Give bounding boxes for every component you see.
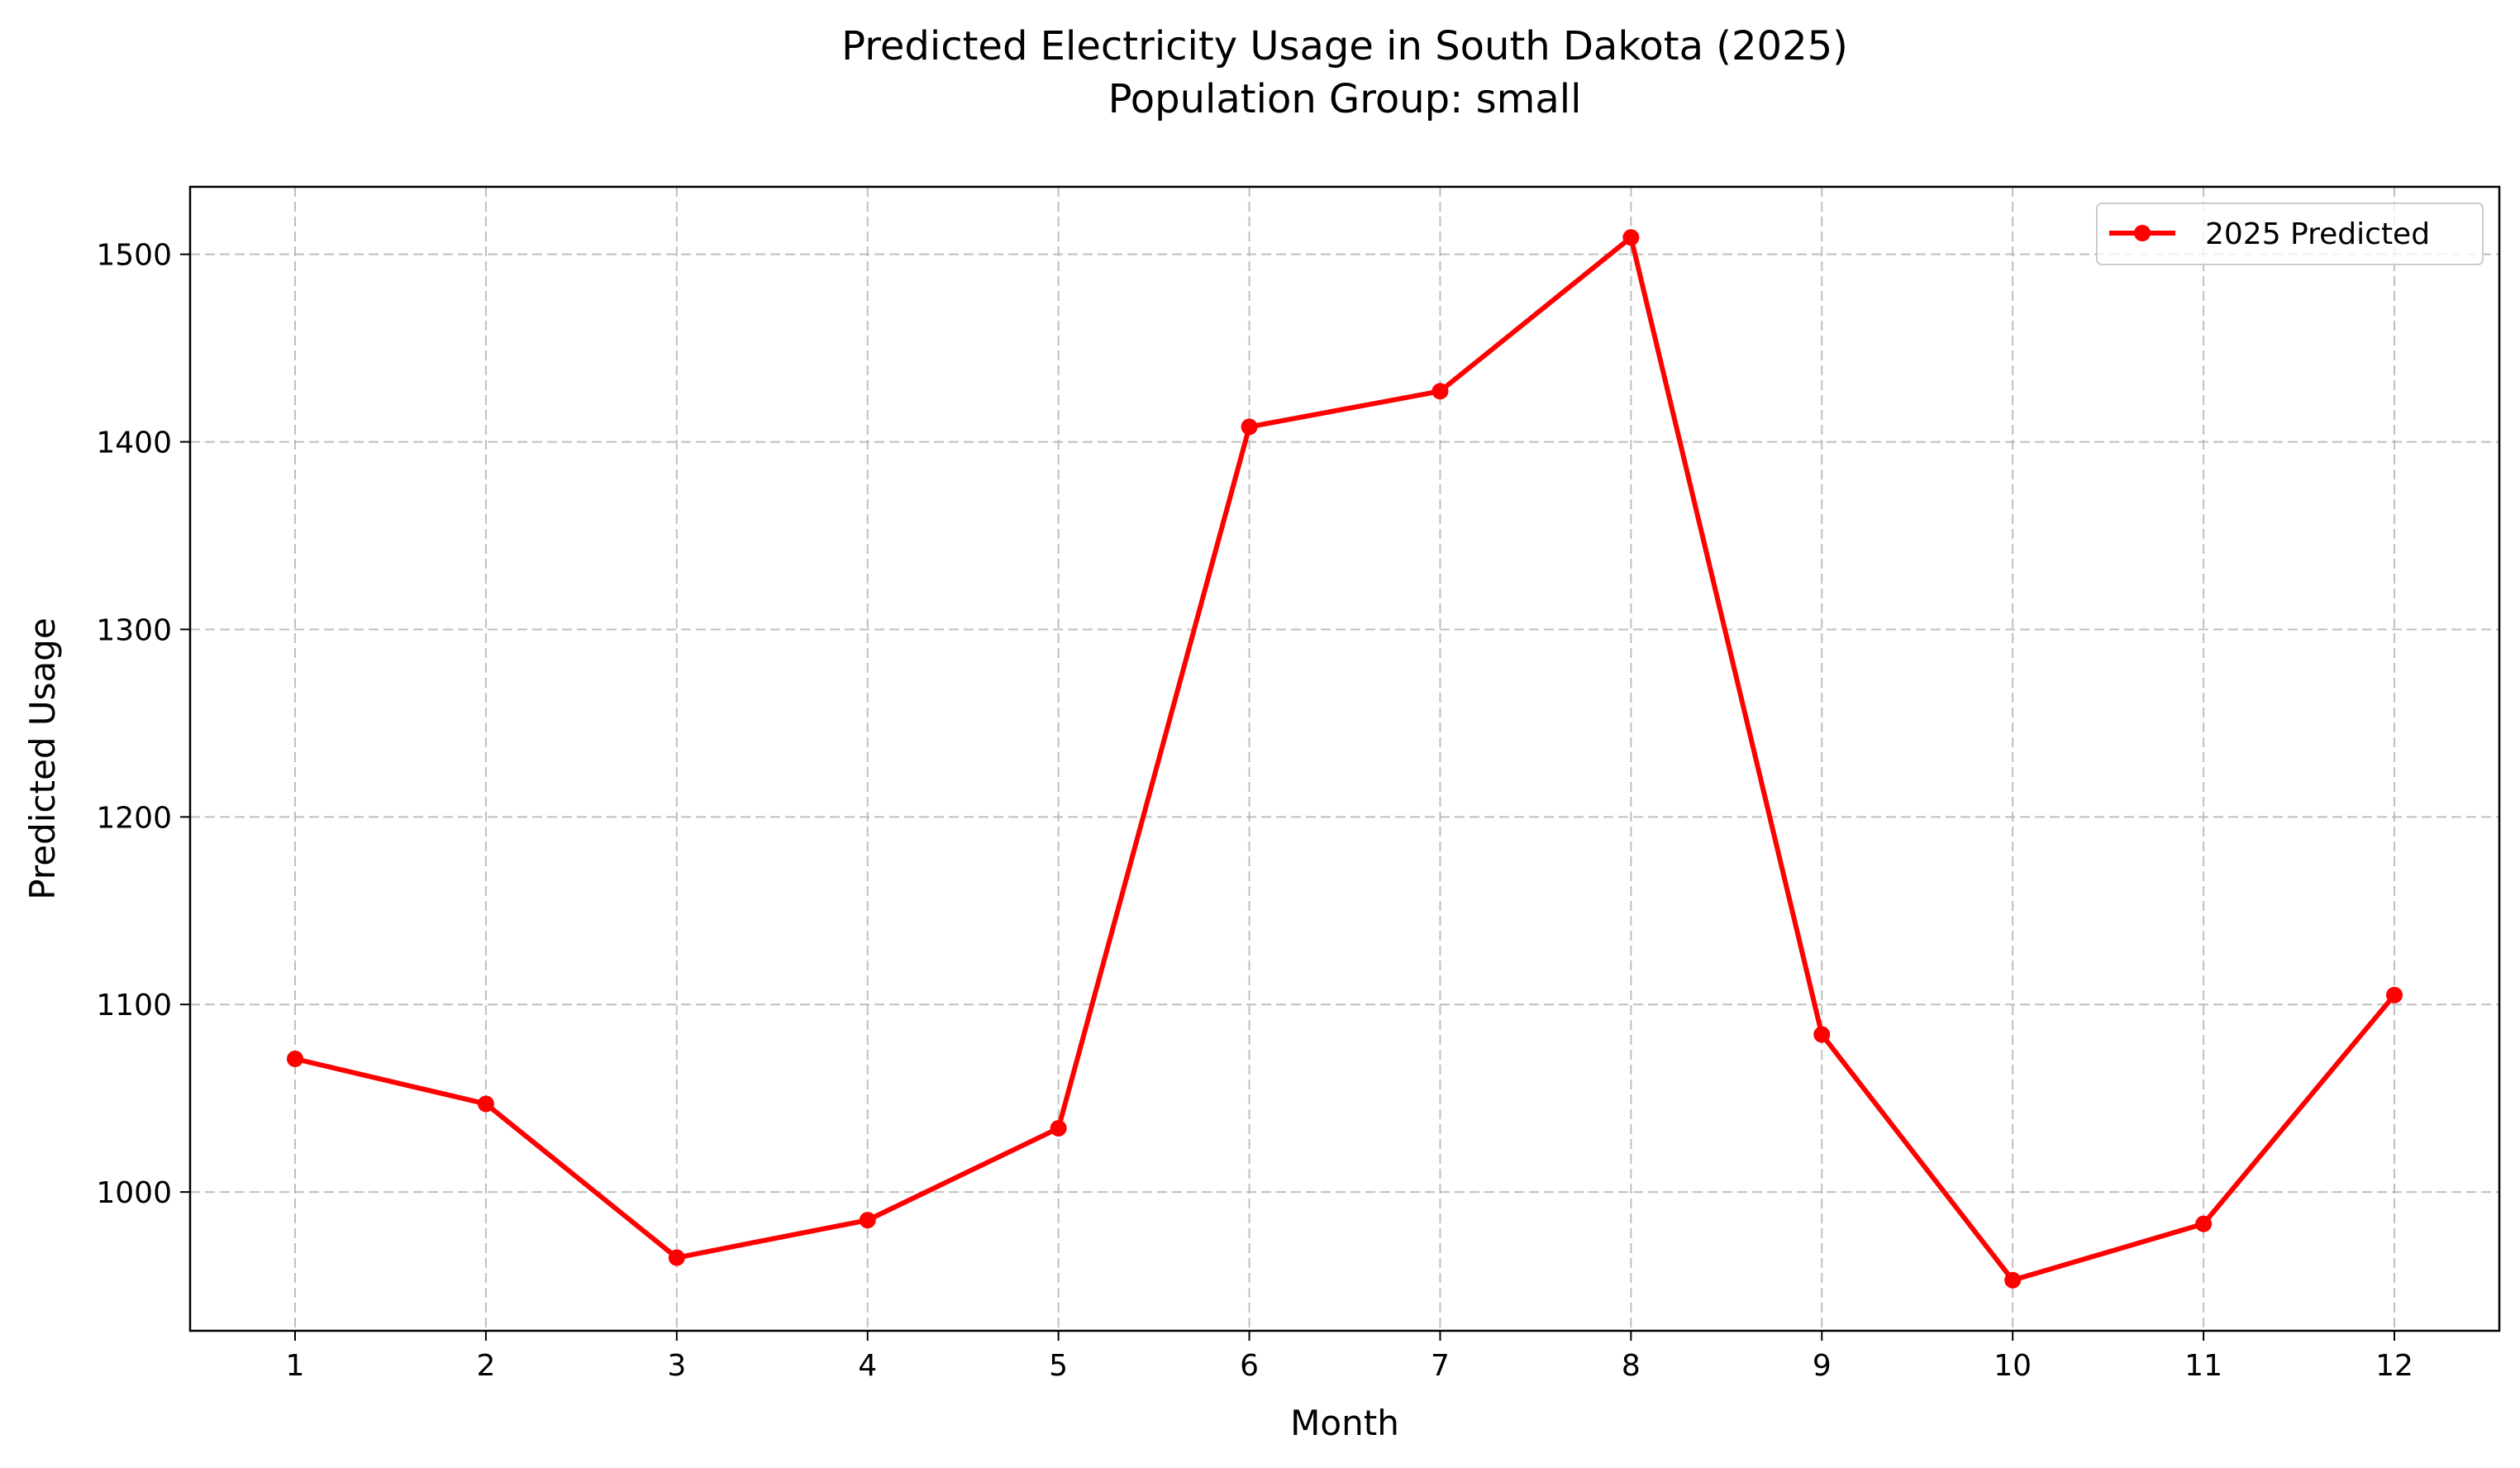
chart-subtitle: Population Group: small xyxy=(1108,76,1582,122)
plot-area-frame xyxy=(188,185,2501,1332)
y-tick-label: 1500 xyxy=(96,239,172,273)
y-tick-label: 1300 xyxy=(96,613,172,647)
legend-box xyxy=(2096,203,2484,265)
x-tick-label: 9 xyxy=(1813,1349,1832,1383)
grid xyxy=(190,187,2499,1331)
y-axis-label: Predicted Usage xyxy=(22,617,63,899)
data-point xyxy=(668,1249,685,1266)
x-tick-label: 3 xyxy=(667,1349,686,1383)
x-tick-label: 8 xyxy=(1622,1349,1641,1383)
x-tick-label: 1 xyxy=(286,1349,305,1383)
x-tick-label: 2 xyxy=(476,1349,495,1383)
x-tick-label: 4 xyxy=(858,1349,877,1383)
data-point xyxy=(1050,1119,1067,1137)
data-point xyxy=(1431,383,1449,400)
legend-marker xyxy=(2134,225,2151,241)
x-tick-label: 10 xyxy=(1994,1349,2032,1383)
data-point xyxy=(1813,1026,1831,1043)
series-line xyxy=(294,235,2397,1283)
data-point xyxy=(2386,986,2403,1003)
x-tick-label: 12 xyxy=(2375,1349,2413,1383)
series-layer xyxy=(287,229,2403,1289)
data-point xyxy=(477,1095,494,1113)
x-tick-label: 11 xyxy=(2184,1349,2222,1383)
y-tick-label: 1000 xyxy=(96,1176,172,1210)
y-tick-label: 1200 xyxy=(96,801,172,835)
x-tick-label: 5 xyxy=(1049,1349,1068,1383)
data-point xyxy=(859,1212,876,1229)
x-axis-label: Month xyxy=(1290,1403,1399,1443)
data-point xyxy=(287,1051,303,1068)
data-point xyxy=(2004,1271,2022,1289)
data-point xyxy=(1622,229,1640,246)
data-point xyxy=(1241,418,1258,436)
data-point xyxy=(2195,1215,2213,1232)
chart-title: Predicted Electricity Usage in South Dak… xyxy=(841,23,1848,69)
y-tick-label: 1400 xyxy=(96,427,172,460)
legend: 2025 Predicted xyxy=(2096,203,2484,265)
x-tick-label: 6 xyxy=(1240,1349,1259,1383)
y-tick-label: 1100 xyxy=(96,989,172,1022)
legend-label: 2025 Predicted xyxy=(2205,217,2430,251)
x-tick-label: 7 xyxy=(1431,1349,1450,1383)
